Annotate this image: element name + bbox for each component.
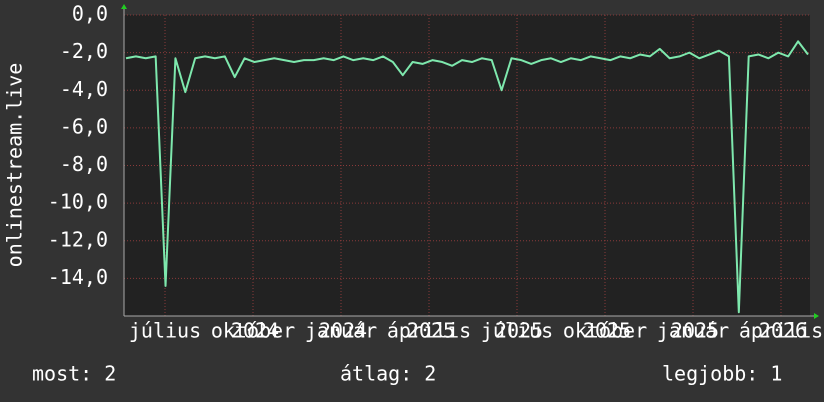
x-tick-label: április bbox=[739, 319, 823, 343]
series-line bbox=[125, 40, 809, 314]
x-year-label: 2025 bbox=[495, 319, 543, 343]
x-year-label: 2025 bbox=[407, 319, 455, 343]
y-tick-label: -14,0 bbox=[48, 265, 108, 289]
footer-average: átlag: 2 bbox=[340, 362, 436, 386]
y-tick-label: -8,0 bbox=[60, 152, 108, 176]
y-tick-label: -10,0 bbox=[48, 190, 108, 214]
y-tick-label: -2,0 bbox=[60, 39, 108, 63]
footer-best: legjobb: 1 bbox=[662, 362, 782, 386]
x-tick-label: július bbox=[481, 319, 553, 343]
x-year-label: 2025 bbox=[583, 319, 631, 343]
x-year-label: 2024 bbox=[231, 319, 279, 343]
x-tick-label: január bbox=[305, 319, 377, 343]
footer-current: most: 2 bbox=[32, 362, 116, 386]
x-tick-label: január bbox=[657, 319, 729, 343]
y-axis-arrow bbox=[121, 4, 127, 9]
x-axis-arrow bbox=[814, 313, 819, 319]
y-axis-label: onlinestream.live bbox=[3, 63, 27, 268]
y-tick-label: 0,0 bbox=[72, 2, 108, 26]
y-tick-label: -12,0 bbox=[48, 227, 108, 251]
x-tick-label: október bbox=[211, 319, 295, 343]
x-tick-label: július bbox=[129, 319, 201, 343]
y-tick-label: -4,0 bbox=[60, 77, 108, 101]
x-year-label: 2024 bbox=[319, 319, 367, 343]
x-year-label: 2026 bbox=[759, 319, 807, 343]
y-tick-label: -6,0 bbox=[60, 114, 108, 138]
x-year-label: 2025 bbox=[671, 319, 719, 343]
x-tick-label: április bbox=[387, 319, 471, 343]
x-tick-label: október bbox=[563, 319, 647, 343]
